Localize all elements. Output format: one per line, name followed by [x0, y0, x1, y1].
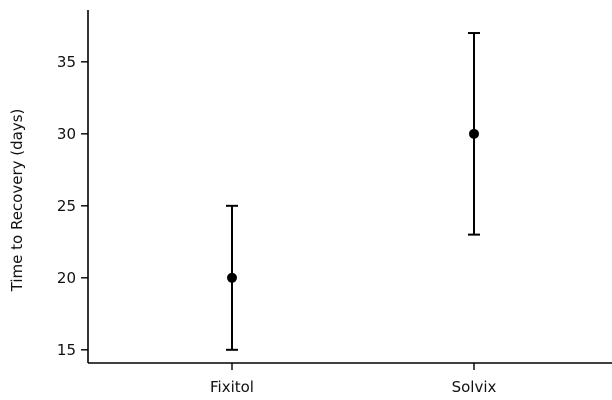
y-tick-label: 35 [57, 53, 76, 71]
y-tick-label: 15 [57, 341, 76, 359]
data-marks [226, 32, 480, 351]
x-axis: Fixitol Solvix [88, 362, 612, 396]
mean-point [469, 128, 479, 139]
error-bar-solvix [468, 32, 480, 236]
y-tick-label: 20 [57, 269, 76, 287]
x-tick-label: Solvix [452, 378, 497, 396]
y-axis-label: Time to Recovery (days) [8, 109, 26, 293]
y-axis: 15 20 25 30 35 [57, 10, 89, 363]
y-tick-label: 25 [57, 197, 76, 215]
error-bar-fixitol [226, 204, 238, 351]
x-tick-label: Fixitol [210, 378, 254, 396]
mean-point [227, 272, 237, 283]
y-tick-label: 30 [57, 125, 76, 143]
